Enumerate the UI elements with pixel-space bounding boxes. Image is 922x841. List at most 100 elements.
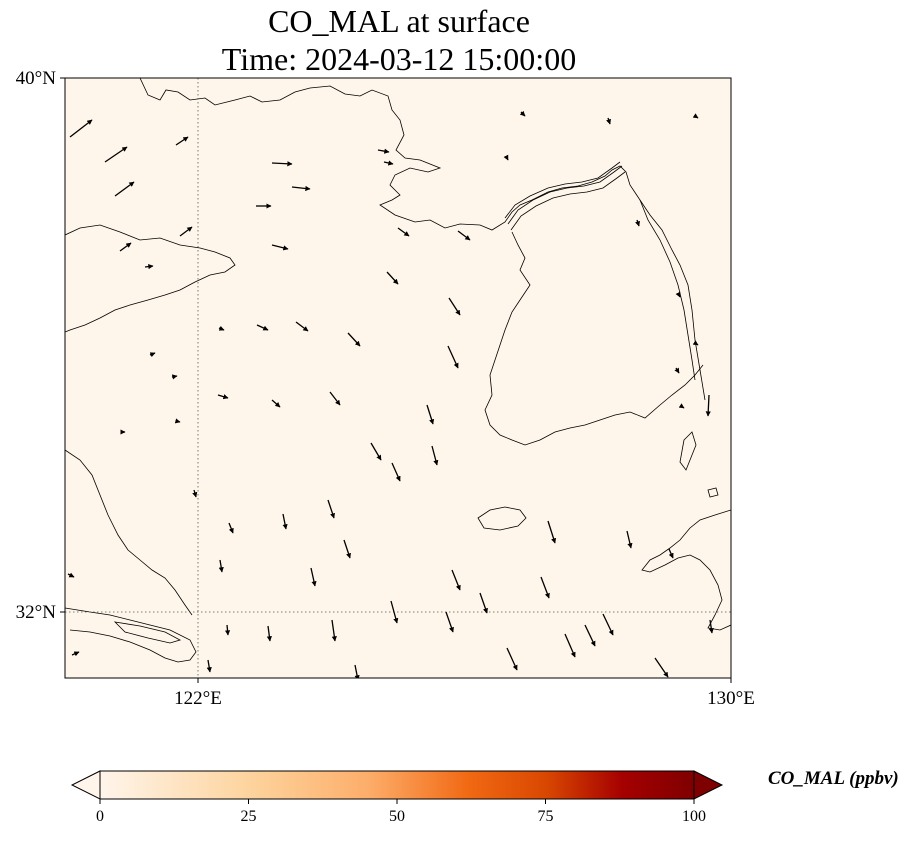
wind-vector-arrow — [397, 227, 410, 237]
wind-vector-arrow — [635, 219, 640, 227]
colorbar-tick-25: 25 — [241, 808, 257, 825]
colorbar-tick-50: 50 — [389, 808, 405, 825]
lat-label-32: 32°N — [16, 602, 57, 623]
wind-vector-arrow — [67, 572, 75, 578]
wind-vector-arrow — [675, 291, 681, 298]
colorbar-extend-low — [70, 770, 101, 800]
wind-vector-arrow — [705, 394, 711, 417]
wind-vector-arrow — [179, 226, 193, 237]
colorbar-label: CO_MAL (ppbv) — [768, 768, 899, 789]
island-tsushima — [679, 431, 697, 471]
coastline-yangtze — [65, 607, 197, 663]
lon-label-122: 122°E — [174, 688, 222, 709]
wind-vector-arrow — [447, 345, 459, 369]
map-background — [65, 78, 731, 678]
wind-vector-arrow — [445, 611, 454, 633]
wind-vector-arrow — [584, 624, 596, 647]
wind-vector-arrow — [451, 569, 461, 591]
wind-vector-arrow — [206, 659, 212, 673]
coastline-korea-east — [639, 199, 696, 381]
wind-vector-arrow — [678, 403, 685, 409]
wind-vector-arrow — [457, 230, 471, 241]
title-line-time: Time: 2024-03-12 15:00:00 — [221, 41, 577, 77]
gridlines — [65, 78, 731, 678]
wind-vector-arrow — [448, 297, 461, 316]
title-line-variable: CO_MAL at surface — [268, 3, 530, 39]
wind-vector-arrow — [540, 576, 550, 599]
wind-vector-arrow — [329, 391, 341, 406]
wind-vector-arrow — [310, 567, 317, 587]
wind-vector-arrow — [674, 367, 680, 374]
colorbar-gradient — [99, 770, 695, 800]
wind-vector-arrow — [218, 559, 224, 573]
wind-vector-arrow — [547, 520, 557, 544]
wind-vector-arrow — [114, 181, 135, 197]
wind-vector-arrow — [391, 462, 401, 482]
wind-vector-arrow — [291, 185, 311, 192]
wind-vector-arrow — [256, 324, 269, 331]
wind-vector-arrow — [386, 271, 399, 285]
island-chongming — [113, 621, 182, 644]
coastline-shandong — [65, 224, 236, 333]
coastline-korea-west — [484, 231, 704, 446]
wind-vector-arrow — [692, 113, 699, 119]
wind-vector-arrow — [228, 522, 234, 534]
wind-vector-arrow — [174, 418, 181, 424]
island-small-1 — [707, 487, 719, 498]
wind-vector-arrow — [144, 264, 154, 270]
wind-vector-arrow — [104, 146, 128, 163]
coastline-china-east — [65, 449, 193, 616]
colorbar-extend-high — [693, 770, 724, 800]
border-line-a — [504, 161, 621, 219]
border-line-c — [510, 171, 626, 231]
wind-vectors — [67, 110, 714, 678]
wind-vector-arrow — [503, 154, 509, 161]
wind-vector-arrow — [266, 625, 272, 642]
lat-label-40: 40°N — [16, 68, 57, 89]
wind-vector-arrow — [426, 404, 435, 425]
wind-vector-arrow — [295, 321, 309, 332]
wind-vector-arrow — [692, 340, 699, 346]
wind-vector-arrow — [327, 499, 335, 519]
colorbar-tick-100: 100 — [682, 808, 706, 825]
lon-label-130: 130°E — [707, 688, 755, 709]
wind-vector-arrow — [564, 633, 576, 658]
wind-vector-arrow — [606, 117, 611, 125]
wind-vector-arrow — [171, 374, 178, 380]
map-title: CO_MAL at surface Time: 2024-03-12 15:00… — [0, 2, 798, 78]
wind-vector-arrow — [668, 548, 674, 559]
wind-vector-arrow — [343, 539, 351, 559]
wind-vector-arrow — [708, 619, 714, 634]
wind-vector-arrow — [370, 442, 382, 461]
coastlines — [65, 78, 731, 663]
wind-vector-arrow — [479, 592, 488, 614]
wind-vector-arrow — [390, 600, 399, 624]
coastline-north-bohai — [139, 78, 706, 401]
wind-vector-arrow — [271, 244, 289, 251]
wind-vector-arrow — [626, 530, 633, 549]
wind-vector-arrow — [383, 160, 394, 166]
colorbar: 0 25 50 75 100 — [70, 770, 724, 825]
colorbar-tick-0: 0 — [96, 808, 104, 825]
wind-vector-arrow — [69, 119, 93, 138]
wind-vector-arrow — [149, 352, 156, 358]
map-frame — [64, 77, 732, 679]
wind-vector-arrow — [271, 161, 293, 167]
wind-vector-arrow — [331, 619, 337, 642]
wind-vector-arrow — [217, 394, 229, 400]
border-line-b — [507, 165, 623, 225]
wind-vector-arrow — [71, 651, 80, 657]
axis-ticks — [60, 77, 732, 683]
wind-vector-arrow — [175, 136, 189, 146]
wind-vector-arrow — [271, 399, 281, 408]
island-jeju — [477, 506, 527, 531]
wind-vector-arrow — [347, 332, 361, 347]
wind-vector-arrow — [192, 489, 198, 498]
wind-vector-arrow — [602, 613, 614, 636]
wind-vector-arrow — [377, 148, 390, 154]
wind-vector-arrow — [506, 647, 518, 671]
wind-vector-arrow — [282, 513, 288, 530]
wind-vector-arrow — [218, 325, 225, 331]
